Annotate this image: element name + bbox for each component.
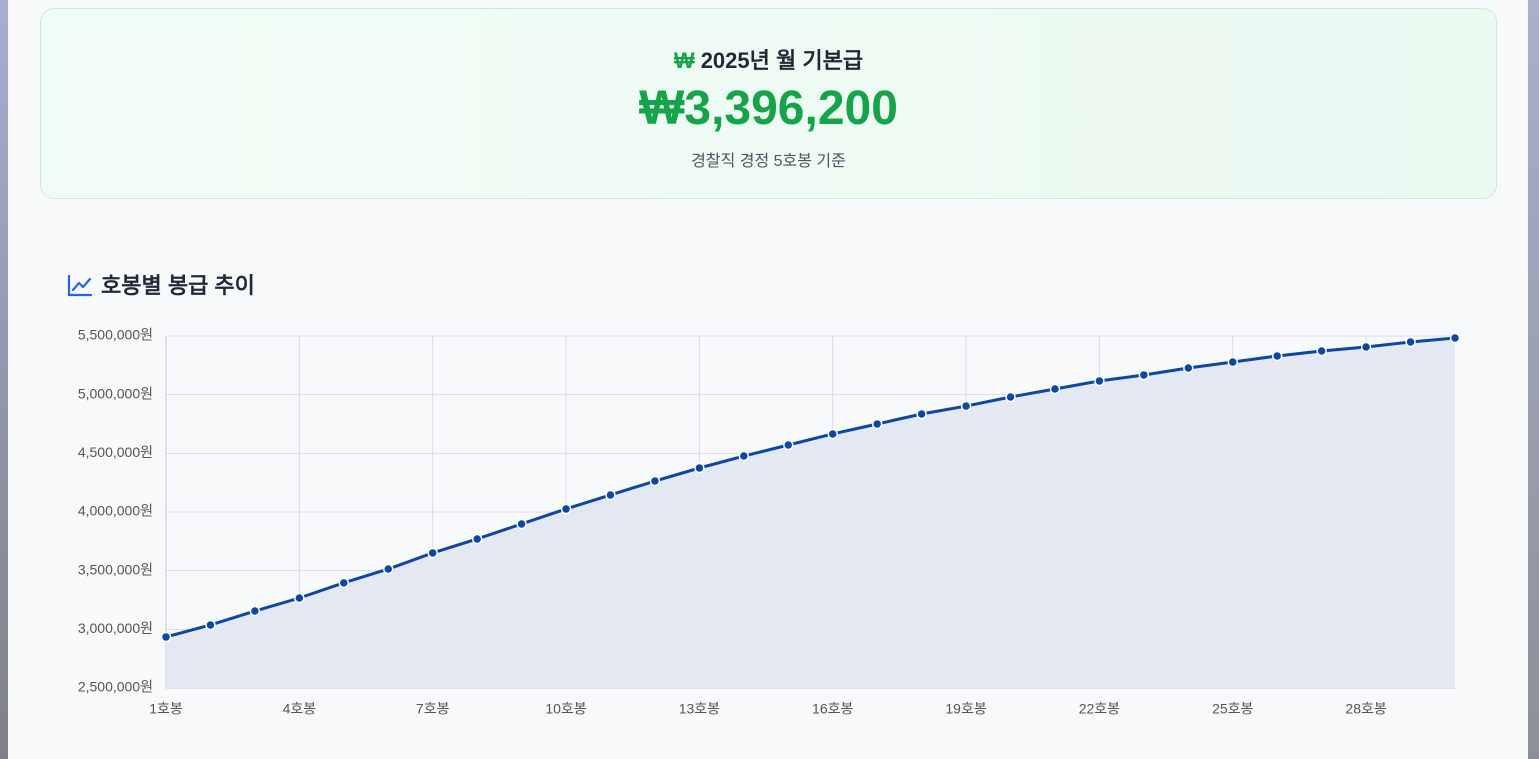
- y-tick-label: 2,500,000원: [78, 679, 153, 695]
- x-tick-label: 1호봉: [149, 701, 183, 717]
- point: [1316, 345, 1327, 357]
- y-tick-label: 5,000,000원: [78, 385, 153, 401]
- x-tick-label: 28호봉: [1345, 701, 1386, 717]
- point: [1049, 383, 1061, 395]
- point: [1449, 332, 1461, 344]
- y-tick-label: 4,000,000원: [78, 503, 153, 519]
- x-tick-label: 13호봉: [679, 701, 720, 717]
- point: [738, 450, 750, 462]
- line: [165, 336, 1456, 639]
- point: [338, 577, 350, 589]
- salary-card: ₩2025년 월 기본급 ₩3,396,200 경찰직 경정 5호봉 기준: [40, 8, 1497, 199]
- x-tick-label: 7호봉: [416, 701, 450, 717]
- y-tick-label: 4,500,000원: [78, 444, 153, 460]
- won-icon: ₩: [673, 48, 695, 73]
- point: [1271, 350, 1283, 362]
- point: [1005, 391, 1016, 403]
- point: [294, 592, 305, 604]
- point: [1227, 356, 1239, 368]
- icon-axis: [67, 274, 93, 297]
- x-tick-label: 10호봉: [545, 701, 586, 717]
- point: [871, 418, 883, 430]
- point: [694, 462, 705, 474]
- area: [166, 337, 1455, 688]
- point: [205, 619, 216, 631]
- point: [1360, 341, 1372, 353]
- point: [516, 518, 527, 530]
- y-tick-label: 3,500,000원: [78, 561, 153, 577]
- chart-title: 호봉별 봉급 추이: [101, 273, 255, 298]
- x-tick-label: 25호봉: [1212, 701, 1253, 717]
- point: [1405, 336, 1416, 348]
- x-tick-label: 22호봉: [1079, 701, 1120, 717]
- point: [1183, 362, 1194, 374]
- point: [160, 631, 172, 643]
- point: [382, 563, 394, 575]
- icon-line: [71, 277, 92, 292]
- y-tick-label: 5,500,000원: [78, 327, 153, 343]
- point: [471, 533, 483, 545]
- point: [1094, 375, 1105, 387]
- card-title: ₩2025년 월 기본급: [41, 43, 1496, 75]
- point: [916, 408, 927, 420]
- x-tick-label: 19호봉: [945, 701, 986, 717]
- point: [827, 428, 838, 440]
- point: [605, 489, 616, 501]
- y-tick-label: 3,000,000원: [78, 620, 153, 636]
- point: [960, 400, 972, 412]
- point: [427, 547, 438, 559]
- card-title-text: 2025년 월 기본급: [700, 48, 864, 73]
- point: [783, 439, 794, 451]
- point: [649, 475, 661, 487]
- point: [560, 503, 572, 515]
- point: [249, 605, 261, 617]
- point: [1138, 369, 1150, 381]
- chart-icon: [67, 274, 93, 297]
- x-tick-label: 4호봉: [283, 701, 317, 717]
- x-tick-label: 16호봉: [812, 701, 853, 717]
- salary-note: 경찰직 경정 5호봉 기준: [691, 153, 846, 170]
- window-edge: [0, 0, 8, 759]
- scrollbar: [1528, 0, 1539, 759]
- salary-amount: ₩3,396,200: [639, 82, 898, 135]
